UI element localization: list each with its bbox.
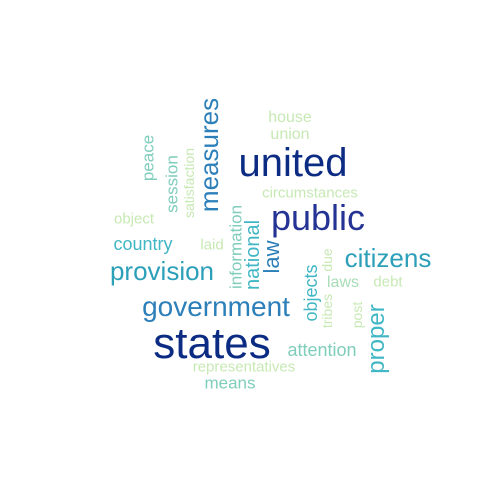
word-proper: proper bbox=[363, 304, 390, 374]
word-tribes: tribes bbox=[319, 293, 335, 329]
word-means: means bbox=[204, 373, 256, 393]
word-union: union bbox=[270, 126, 310, 143]
word-due: due bbox=[319, 248, 335, 272]
word-post: post bbox=[349, 301, 365, 329]
word-united: united bbox=[238, 141, 348, 185]
word-satisfaction: satisfaction bbox=[181, 147, 197, 219]
word-object: object bbox=[113, 210, 155, 228]
word-house: house bbox=[268, 109, 312, 126]
word-provision: provision bbox=[109, 256, 215, 286]
word-information: information bbox=[226, 204, 246, 290]
word-measures: measures bbox=[194, 97, 224, 213]
word-debt: debt bbox=[373, 273, 403, 291]
word-citizens: citizens bbox=[344, 243, 432, 273]
word-circumstances: circumstances bbox=[262, 184, 358, 202]
word-attention: attention bbox=[287, 340, 357, 360]
word-session: session bbox=[162, 155, 182, 213]
word-law: law bbox=[259, 240, 284, 274]
word-country: country bbox=[113, 234, 173, 254]
word-public: public bbox=[270, 197, 366, 238]
word-laid: laid bbox=[200, 236, 224, 254]
word-objects: objects bbox=[301, 264, 321, 322]
word-states: states bbox=[153, 319, 271, 368]
word-government: government bbox=[142, 291, 290, 322]
word-laws: laws bbox=[326, 274, 360, 291]
word-representatives: representatives bbox=[192, 358, 296, 376]
word-national: national bbox=[242, 219, 264, 291]
word-peace: peace bbox=[138, 134, 158, 182]
